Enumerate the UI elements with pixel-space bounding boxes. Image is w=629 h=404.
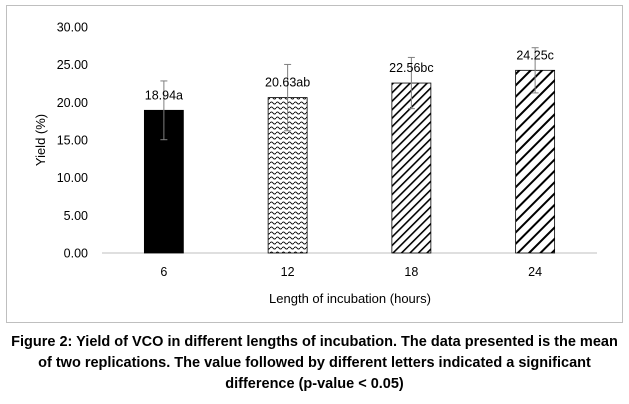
y-tick-label: 15.00 [57,134,88,148]
error-bars [160,47,539,141]
x-axis-title: Length of incubation (hours) [269,291,431,306]
y-axis-ticks: 0.00 5.00 10.00 15.00 20.00 25.00 30.00 [57,21,88,261]
data-label: 18.94a [145,88,183,102]
y-tick-label: 0.00 [64,247,88,261]
y-tick-label: 5.00 [64,209,88,223]
data-labels: 18.94a 20.63ab 22.56bc 24.25c [145,48,554,102]
x-tick-label: 6 [160,265,167,279]
data-label: 24.25c [516,48,554,62]
bar [391,82,432,254]
data-label: 20.63ab [265,76,310,90]
error-bar [284,63,292,132]
bars [143,69,556,254]
chart-frame [6,5,623,323]
bar [515,69,556,254]
y-tick-label: 25.00 [57,58,88,72]
figure-caption: Figure 2: Yield of VCO in different leng… [11,334,618,392]
bar-chart: Yield (%) 0.00 5.00 10.00 15.00 20.00 25.00 30… [33,21,597,306]
error-bar [407,56,415,110]
x-tick-label: 12 [281,265,295,279]
error-bar [160,80,168,141]
x-axis-ticks: 6 12 18 24 [160,265,542,279]
y-tick-label: 10.00 [57,171,88,185]
error-bar [531,47,539,94]
y-tick-label: 30.00 [57,21,88,35]
y-axis-title: Yield (%) [33,114,48,166]
x-tick-label: 18 [404,265,418,279]
x-tick-label: 24 [528,265,542,279]
data-label: 22.56bc [389,61,433,75]
y-tick-label: 20.00 [57,96,88,110]
